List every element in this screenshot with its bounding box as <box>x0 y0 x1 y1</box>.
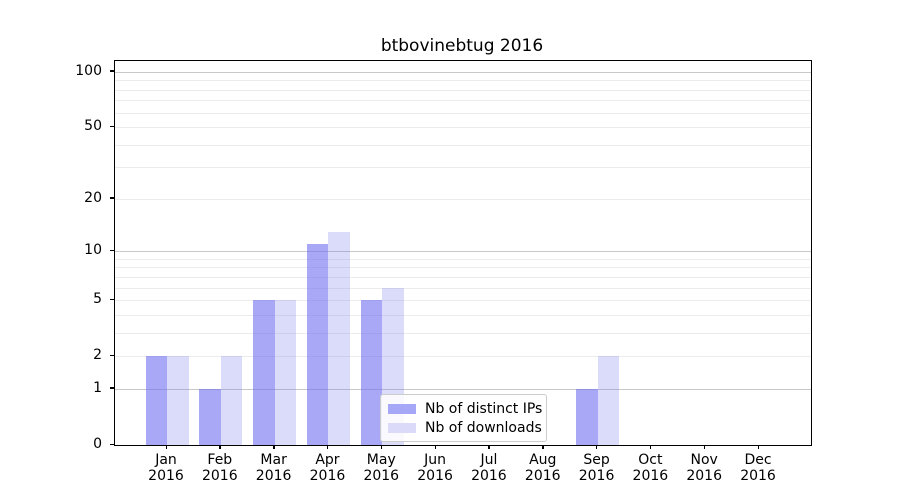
y-tick-label: 50 <box>84 118 102 135</box>
y-tick-mark <box>110 443 114 445</box>
legend-swatch-icon <box>388 403 416 414</box>
y-tick-mark <box>110 70 114 72</box>
y-tick-label: 100 <box>75 62 102 79</box>
x-tick-label-apr: Apr 2016 <box>309 452 346 484</box>
chart-title: btbovinebtug 2016 <box>380 36 544 56</box>
x-tick-label-oct: Oct 2016 <box>632 452 669 484</box>
y-tick-label: 5 <box>93 291 102 308</box>
bar-distinct-ips-jan <box>145 356 167 445</box>
legend-swatch-icon <box>388 422 416 433</box>
x-tick-mark <box>219 445 221 449</box>
minor-gridline <box>115 127 811 129</box>
bar-downloads-jan <box>167 356 189 445</box>
minor-gridline <box>115 112 811 114</box>
y-tick-mark <box>110 387 114 389</box>
x-tick-label-jul: Jul 2016 <box>471 452 507 484</box>
bar-downloads-mar <box>274 300 297 445</box>
x-tick-mark <box>542 445 544 449</box>
minor-gridline <box>115 144 811 146</box>
x-tick-label-nov: Nov 2016 <box>686 452 722 484</box>
y-tick-label: 2 <box>93 347 102 364</box>
minor-gridline <box>115 198 811 200</box>
x-tick-label-aug: Aug 2016 <box>524 452 561 484</box>
y-tick-mark <box>110 354 114 357</box>
legend-label: Nb of distinct IPs <box>425 400 543 417</box>
x-tick-mark <box>165 445 167 449</box>
x-tick-mark <box>596 445 598 449</box>
legend-label: Nb of downloads <box>425 419 542 436</box>
minor-gridline <box>115 167 811 169</box>
x-tick-mark <box>273 445 275 449</box>
x-tick-mark <box>649 445 652 449</box>
x-tick-mark <box>434 445 436 449</box>
y-tick-label: 1 <box>93 379 102 396</box>
y-tick-mark <box>110 125 114 128</box>
y-tick-mark <box>110 249 114 252</box>
legend: Nb of distinct IPs Nb of downloads <box>380 394 547 442</box>
x-tick-mark <box>703 445 706 449</box>
x-tick-label-feb: Feb 2016 <box>201 452 238 484</box>
x-tick-mark <box>488 445 490 449</box>
minor-gridline <box>115 267 811 269</box>
bar-distinct-ips-feb <box>199 388 221 445</box>
bar-downloads-apr <box>328 231 350 445</box>
bar-distinct-ips-may <box>360 300 383 445</box>
y-tick-mark <box>110 197 114 199</box>
bar-downloads-feb <box>220 356 243 445</box>
minor-gridline <box>115 100 811 102</box>
x-tick-label-sep: Sep 2016 <box>578 452 615 484</box>
minor-gridline <box>115 300 811 302</box>
minor-gridline <box>115 258 811 260</box>
x-tick-mark <box>757 445 759 449</box>
y-tick-mark <box>110 298 114 301</box>
plot-area: Nb of distinct IPs Nb of downloads <box>114 60 812 446</box>
y-tick-label: 10 <box>84 242 102 259</box>
minor-gridline <box>115 356 811 358</box>
x-tick-label-jan: Jan 2016 <box>148 452 184 484</box>
y-tick-label: 0 <box>93 436 102 452</box>
minor-gridline <box>115 80 811 82</box>
bar-downloads-sep <box>597 356 620 445</box>
legend-item: Nb of distinct IPs <box>388 399 542 418</box>
y-tick-label: 20 <box>84 189 102 206</box>
x-tick-label-jun: Jun 2016 <box>417 452 453 484</box>
x-tick-label-may: May 2016 <box>363 452 400 484</box>
bar-distinct-ips-sep <box>576 388 598 445</box>
bar-distinct-ips-apr <box>306 244 329 445</box>
major-gridline <box>115 251 811 253</box>
minor-gridline <box>115 287 811 289</box>
x-tick-label-dec: Dec 2016 <box>740 452 776 484</box>
minor-gridline <box>115 314 811 316</box>
x-tick-mark <box>326 445 329 449</box>
minor-gridline <box>115 89 811 91</box>
minor-gridline <box>115 276 811 278</box>
x-tick-mark <box>380 445 383 449</box>
major-gridline <box>115 388 811 390</box>
bar-distinct-ips-mar <box>253 300 275 445</box>
x-tick-label-mar: Mar 2016 <box>255 452 292 484</box>
major-gridline <box>115 71 811 73</box>
minor-gridline <box>115 332 811 334</box>
legend-item: Nb of downloads <box>388 418 542 437</box>
